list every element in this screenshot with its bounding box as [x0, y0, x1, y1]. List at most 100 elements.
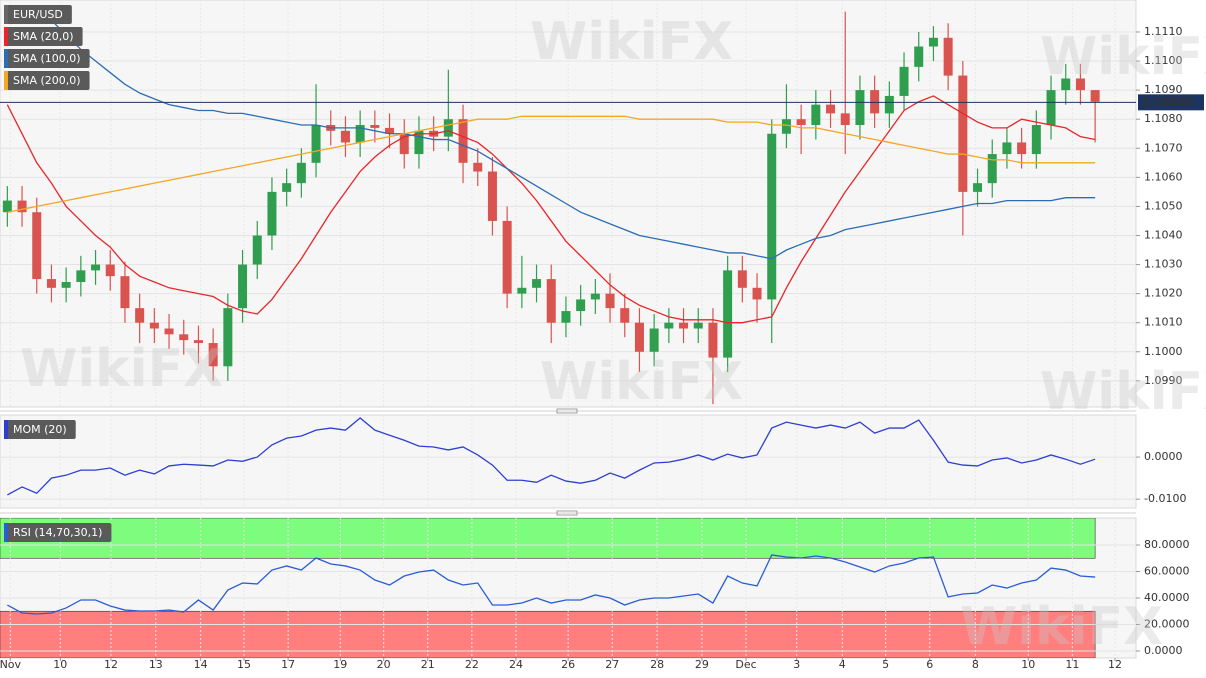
candle-body	[693, 322, 703, 329]
candle-body	[649, 328, 659, 352]
candle-body	[723, 270, 733, 358]
legend-label: EUR/USD	[13, 8, 63, 21]
x-tick-label: 26	[561, 658, 575, 671]
series-line	[7, 554, 1096, 615]
legend-box	[4, 523, 112, 542]
legend-swatch	[4, 27, 8, 46]
x-tick-label: 5	[882, 658, 889, 671]
x-tick-label: 17	[281, 658, 295, 671]
candle-body	[340, 130, 350, 143]
candle-body	[781, 119, 791, 134]
x-tick-label: Nov	[0, 658, 22, 671]
candle-body	[870, 90, 880, 114]
candle-body	[46, 279, 56, 288]
watermark: WikiFX	[1040, 27, 1206, 87]
candle-body	[91, 264, 101, 271]
x-tick-label: 10	[1021, 658, 1035, 671]
candle-body	[958, 75, 968, 192]
panel	[0, 415, 1136, 508]
last-price-label: 1.10858	[1142, 95, 1192, 108]
candle-body	[208, 343, 218, 367]
x-tick-label: 28	[650, 658, 664, 671]
y-tick-label: 80.0000	[1144, 538, 1190, 551]
watermark: WikiFX	[540, 352, 743, 412]
candle-body	[826, 104, 836, 114]
candle-body	[840, 113, 850, 126]
y-tick-label: 1.1080	[1144, 112, 1183, 125]
x-tick-label: 21	[421, 658, 435, 671]
y-tick-label: 0.0000	[1144, 450, 1183, 463]
legend-box	[4, 27, 83, 46]
candle-body	[679, 322, 689, 329]
y-tick-label: 1.1020	[1144, 287, 1183, 300]
candle-body	[752, 287, 762, 300]
x-tick-label: Dec	[735, 658, 756, 671]
candle-body	[811, 104, 821, 126]
y-tick-label: -0.0100	[1144, 492, 1186, 505]
candle-body	[943, 37, 953, 76]
candle-body	[311, 125, 321, 163]
candle-body	[149, 322, 159, 329]
candle-body	[105, 264, 115, 277]
y-tick-label: 1.1030	[1144, 258, 1183, 271]
x-tick-label: 20	[377, 658, 391, 671]
candle-body	[855, 90, 865, 126]
candle-body	[2, 200, 12, 213]
candle-body	[884, 95, 894, 114]
candle-body	[1075, 78, 1085, 91]
x-tick-label: 4	[839, 658, 846, 671]
x-tick-label: 15	[237, 658, 251, 671]
candle-body	[767, 133, 777, 300]
panel	[0, 518, 1136, 658]
series-line	[7, 115, 1096, 213]
x-tick-label: 12	[1108, 658, 1122, 671]
candle-body	[267, 191, 277, 236]
candle-body	[76, 270, 86, 282]
x-tick-label: 8	[972, 658, 979, 671]
candle-body	[135, 308, 145, 323]
candle-body	[517, 287, 527, 294]
legend-label: SMA (200,0)	[13, 74, 81, 87]
candle-body	[664, 322, 674, 329]
x-tick-label: 6	[926, 658, 933, 671]
candle-body	[532, 279, 542, 288]
candle-body	[708, 322, 718, 358]
candle-body	[238, 264, 248, 309]
watermark: WikiFX	[20, 339, 223, 399]
x-tick-label: 12	[104, 658, 118, 671]
y-tick-label: 1.1110	[1144, 25, 1183, 38]
candle-body	[576, 299, 586, 312]
series-line	[7, 417, 1096, 496]
series-line	[36, 5, 1096, 260]
y-tick-label: 1.1050	[1144, 199, 1183, 212]
legend-box	[4, 5, 72, 24]
legend-box	[4, 71, 90, 90]
candle-body	[502, 220, 512, 294]
candle-body	[561, 311, 571, 323]
candle-body	[252, 235, 262, 265]
legend-swatch	[4, 523, 8, 542]
candle-body	[1017, 142, 1027, 155]
candle-body	[370, 125, 380, 128]
legend-box	[4, 49, 90, 68]
candle-body	[458, 119, 468, 163]
candle-body	[1090, 90, 1100, 102]
y-tick-label: 40.0000	[1144, 591, 1190, 604]
candle-body	[487, 171, 497, 221]
legend-label: RSI (14,70,30,1)	[13, 526, 102, 539]
candle-body	[164, 328, 174, 335]
candle-body	[193, 340, 203, 344]
x-tick-label: 27	[605, 658, 619, 671]
y-tick-label: 1.1010	[1144, 316, 1183, 329]
x-tick-label: 14	[194, 658, 208, 671]
candle-body	[282, 183, 292, 192]
series-line	[6, 95, 1096, 324]
y-tick-label: 60.0000	[1144, 565, 1190, 578]
candle-body	[443, 119, 453, 137]
x-tick-label: 24	[509, 658, 523, 671]
panel	[0, 0, 1136, 407]
oversold-zone	[0, 610, 1096, 658]
candle-body	[120, 276, 130, 309]
candle-body	[546, 279, 556, 323]
